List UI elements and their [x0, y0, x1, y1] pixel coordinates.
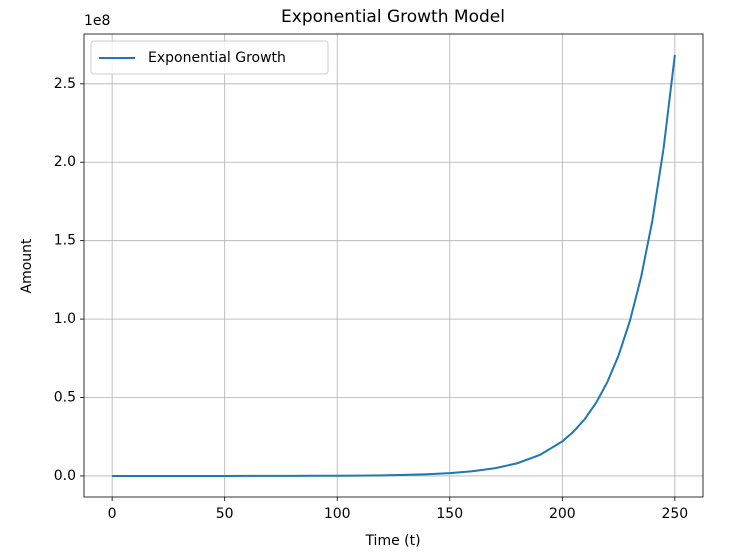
y-tick-label: 1.5	[54, 233, 76, 249]
y-tick-label: 1.0	[54, 311, 76, 327]
y-offset-text: 1e8	[84, 13, 110, 29]
x-tick-label: 150	[436, 506, 463, 522]
x-tick-label: 250	[661, 506, 688, 522]
x-axis-label: Time (t)	[364, 533, 420, 549]
chart-title: Exponential Growth Model	[281, 7, 505, 27]
x-tick-label: 100	[324, 506, 351, 522]
x-tick-label: 0	[108, 506, 117, 522]
y-axis-label: Amount	[19, 238, 35, 294]
y-tick-label: 2.0	[54, 154, 76, 170]
legend-label: Exponential Growth	[148, 50, 286, 66]
y-tick-label: 0.5	[54, 390, 76, 406]
line-series	[112, 54, 676, 477]
axes-frame	[83, 33, 704, 498]
legend-box	[90, 40, 329, 75]
y-tick-label: 0.0	[54, 468, 76, 484]
y-tick-label: 2.5	[54, 76, 76, 92]
x-tick-label: 200	[549, 506, 576, 522]
x-tick-label: 50	[216, 506, 234, 522]
